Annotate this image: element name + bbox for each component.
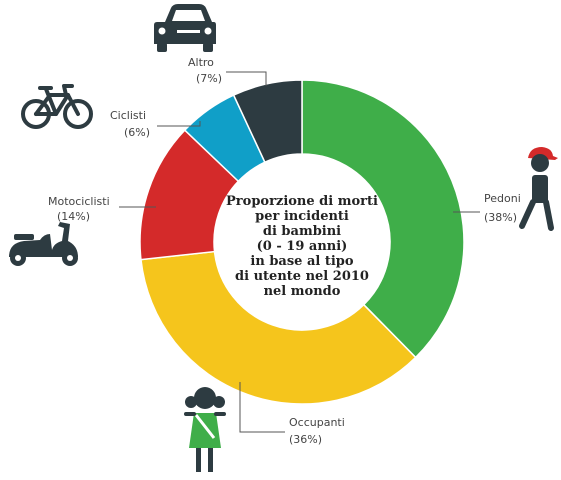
car-icon xyxy=(154,4,216,52)
center-title-line: nel mondo xyxy=(264,284,341,299)
pedestrian-icon xyxy=(519,147,558,231)
bicycle-icon xyxy=(21,84,93,129)
center-title-line: in base al tipo xyxy=(250,254,353,269)
percent-ciclisti: (6%) xyxy=(124,126,150,139)
leader-lines xyxy=(119,71,480,433)
slice-occupanti xyxy=(140,250,417,405)
leader-ciclisti xyxy=(157,121,201,127)
slice-altro xyxy=(232,79,303,164)
center-title-line: di bambini xyxy=(263,224,341,239)
percent-occupanti: (36%) xyxy=(289,433,322,446)
center-title-line: (0 - 19 anni) xyxy=(257,239,348,254)
center-title-line: Proporzione di morti xyxy=(226,194,378,209)
leader-altro xyxy=(226,71,267,86)
label-occupanti: Occupanti xyxy=(289,416,345,429)
percent-motociclisti: (14%) xyxy=(57,210,90,223)
child-occupant-icon xyxy=(184,387,226,472)
scooter-icon xyxy=(9,222,78,266)
center-title: Proporzione di morti per incidenti di ba… xyxy=(226,194,378,299)
label-ciclisti: Ciclisti xyxy=(110,109,146,122)
label-pedoni: Pedoni xyxy=(484,192,521,205)
percent-pedoni: (38%) xyxy=(484,211,517,224)
donut-slices xyxy=(139,79,465,405)
center-title-line: per incidenti xyxy=(255,209,349,224)
label-altro: Altro xyxy=(188,56,214,69)
center-title-line: di utente nel 2010 xyxy=(235,269,369,284)
percent-altro: (7%) xyxy=(196,72,222,85)
leader-occupanti xyxy=(239,382,285,433)
label-motociclisti: Motociclisti xyxy=(48,195,110,208)
slice-pedoni xyxy=(301,79,465,359)
